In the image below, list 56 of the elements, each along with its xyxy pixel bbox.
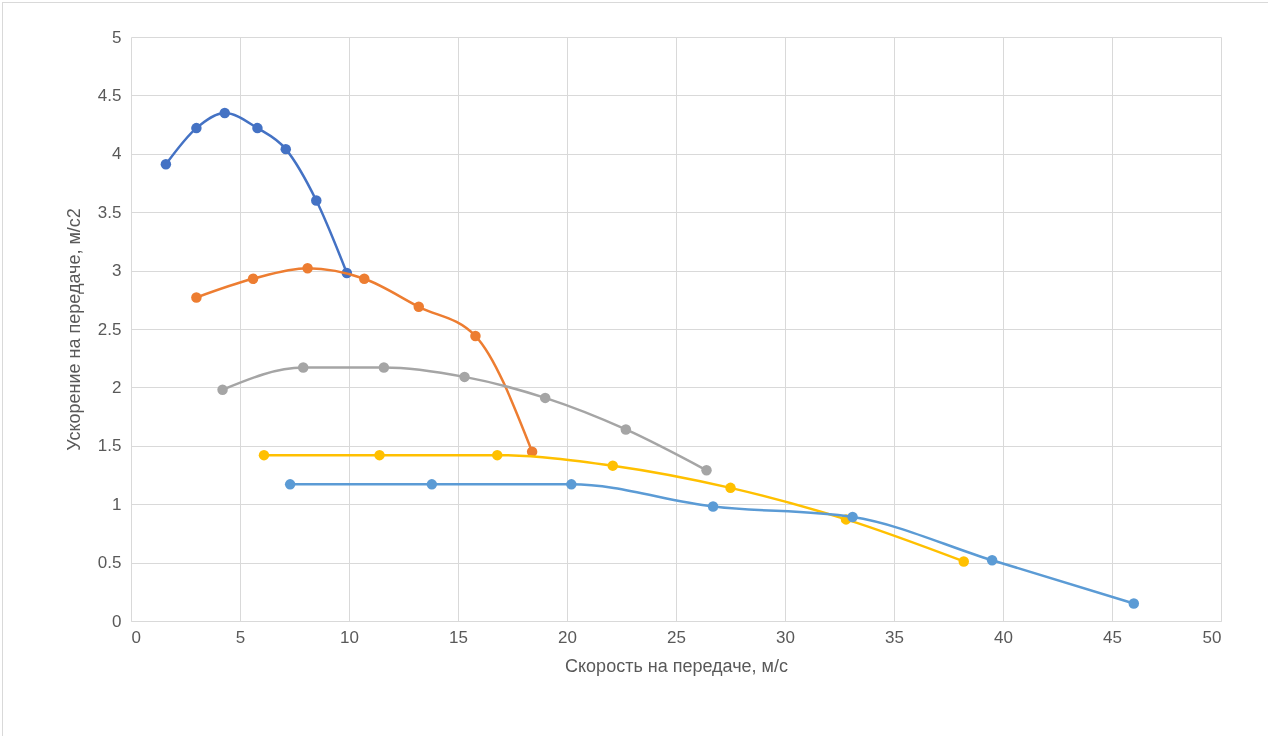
point <box>378 362 390 373</box>
x-tick-label: 35 <box>885 627 904 647</box>
point <box>160 159 172 170</box>
y-tick-label: 4.5 <box>97 85 122 105</box>
x-tick-label: 15 <box>449 627 468 647</box>
point <box>284 479 296 490</box>
point <box>607 460 619 471</box>
x-tick-label: 50 <box>1202 627 1222 647</box>
point <box>191 292 202 303</box>
x-tick-label: 0 <box>131 627 141 647</box>
point <box>707 501 719 512</box>
y-tick-label: 2 <box>112 377 122 397</box>
point <box>725 482 736 494</box>
y-tick-label: 4 <box>112 144 122 164</box>
x-tick-label: 20 <box>558 627 577 647</box>
y-tick-label: 3.5 <box>97 202 122 222</box>
y-tick-label: 5 <box>112 27 122 47</box>
point <box>280 143 292 155</box>
point <box>492 449 503 461</box>
point <box>311 195 322 206</box>
point <box>302 263 313 274</box>
y-tick-label: 0 <box>112 611 122 631</box>
point <box>958 556 969 567</box>
point <box>219 107 230 119</box>
point <box>374 449 385 461</box>
point <box>252 122 263 134</box>
y-axis-title: Ускорение на передаче, м/с2 <box>63 208 84 451</box>
x-tick-label: 10 <box>340 627 359 647</box>
point <box>566 479 577 490</box>
x-tick-label: 5 <box>235 627 246 647</box>
point <box>247 273 259 285</box>
point <box>620 424 632 435</box>
y-tick-label: 3 <box>112 261 122 281</box>
y-tick-label: 0.5 <box>97 553 122 573</box>
x-axis-title: Скорость на передаче, м/с <box>565 655 788 676</box>
point <box>426 479 438 490</box>
y-tick-label: 1.5 <box>97 436 122 456</box>
point <box>191 122 202 134</box>
point <box>297 362 309 373</box>
point <box>258 449 270 461</box>
x-tick-label: 25 <box>667 627 686 647</box>
point <box>459 371 470 383</box>
point <box>359 273 370 285</box>
point <box>470 330 481 342</box>
y-tick-label: 2.5 <box>97 319 122 339</box>
point <box>413 301 424 313</box>
point <box>1128 598 1140 609</box>
x-tick-label: 45 <box>1103 627 1122 647</box>
point <box>986 555 998 566</box>
point <box>539 392 551 404</box>
y-tick-label: 1 <box>112 494 122 514</box>
x-tick-label: 40 <box>994 627 1013 647</box>
point <box>701 465 712 476</box>
point <box>847 511 858 523</box>
x-tick-label: 30 <box>776 627 795 647</box>
point <box>217 384 228 395</box>
